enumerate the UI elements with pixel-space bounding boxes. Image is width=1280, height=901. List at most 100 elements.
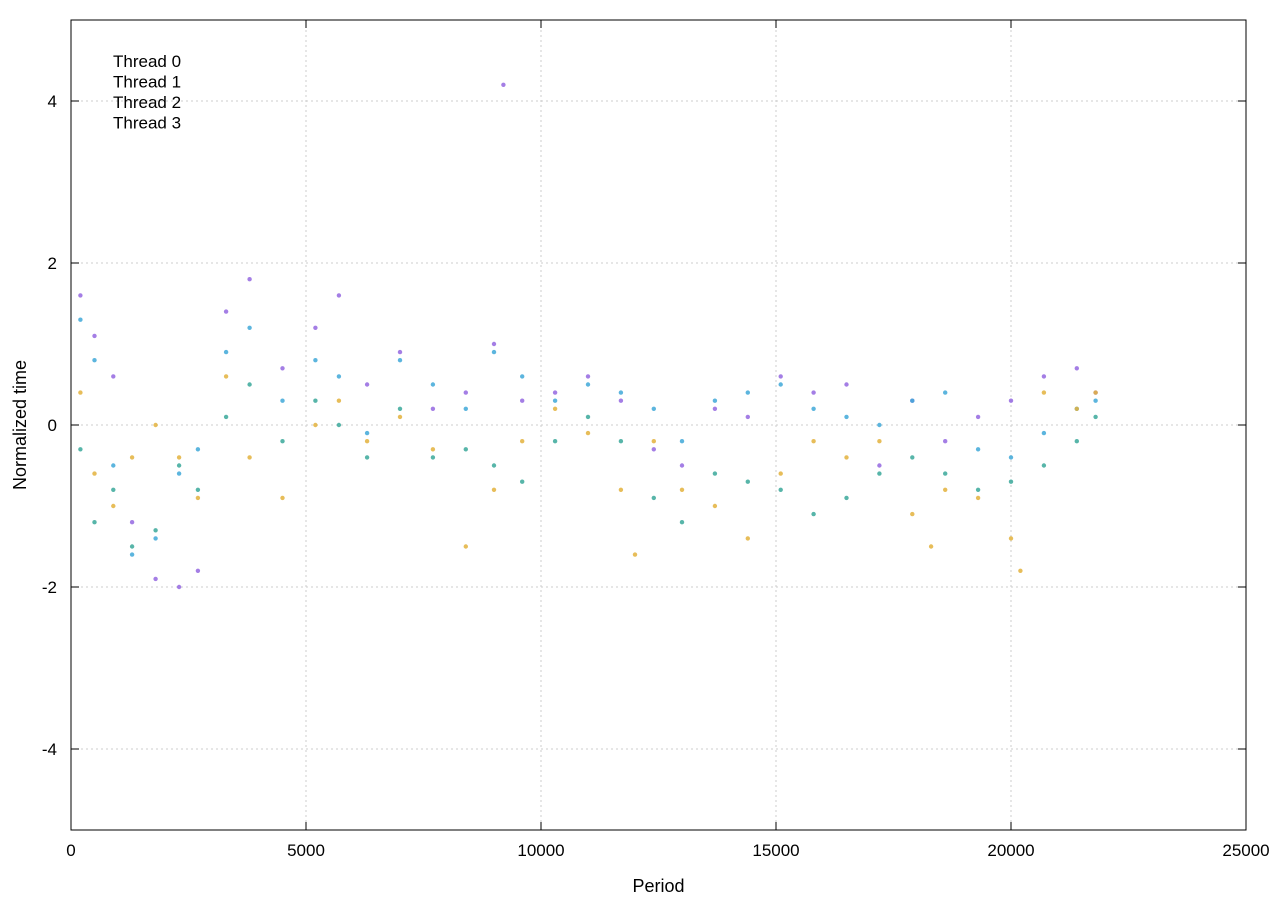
data-point xyxy=(975,447,981,452)
x-tick-label: 5000 xyxy=(287,841,325,860)
data-point xyxy=(336,374,342,379)
data-point xyxy=(1074,366,1080,371)
data-point xyxy=(223,374,229,379)
data-point xyxy=(111,374,116,379)
data-point xyxy=(313,358,318,363)
data-point xyxy=(712,406,718,411)
data-point xyxy=(975,495,981,501)
data-point xyxy=(223,414,229,420)
data-point xyxy=(364,439,370,444)
y-tick-label: 0 xyxy=(48,416,57,435)
data-point xyxy=(313,325,318,330)
data-point xyxy=(745,390,750,395)
data-point xyxy=(943,390,948,395)
data-point xyxy=(1008,455,1014,460)
data-point xyxy=(78,447,83,452)
data-point xyxy=(1008,398,1014,403)
data-point xyxy=(397,358,403,363)
data-point xyxy=(778,374,783,379)
data-point xyxy=(651,439,656,444)
series-2 xyxy=(78,374,1098,573)
data-point xyxy=(491,349,497,355)
data-point xyxy=(430,455,436,460)
data-point xyxy=(129,544,135,549)
data-point xyxy=(463,390,468,395)
data-point xyxy=(280,439,285,444)
data-point xyxy=(552,398,558,403)
data-point xyxy=(463,544,468,549)
data-point xyxy=(280,398,285,403)
data-point xyxy=(811,406,816,411)
data-point xyxy=(745,536,750,541)
x-axis-title: Period xyxy=(632,876,684,896)
data-point xyxy=(1018,568,1023,573)
y-tick-label: -2 xyxy=(42,578,57,597)
data-point xyxy=(195,495,201,501)
data-point xyxy=(910,455,915,460)
data-point xyxy=(651,406,656,411)
data-point xyxy=(778,382,783,387)
data-point xyxy=(153,536,158,541)
data-point xyxy=(176,463,182,468)
data-point xyxy=(247,455,252,460)
data-point xyxy=(176,584,182,590)
data-point xyxy=(1074,406,1080,411)
data-point xyxy=(313,398,318,403)
data-point xyxy=(92,358,97,363)
data-point xyxy=(651,447,656,452)
data-point xyxy=(745,479,750,484)
series-0 xyxy=(78,82,1098,590)
data-point xyxy=(491,463,497,468)
grid-lines xyxy=(71,20,1246,830)
data-point xyxy=(585,414,591,420)
data-point xyxy=(552,439,558,444)
x-tick-label: 20000 xyxy=(987,841,1034,860)
data-point xyxy=(877,471,882,476)
data-point xyxy=(745,414,750,420)
data-point xyxy=(679,520,685,525)
data-point xyxy=(651,495,656,501)
data-point xyxy=(632,552,638,557)
legend-entry: Thread 3 xyxy=(113,114,181,133)
data-point xyxy=(223,349,229,355)
legend-entry: Thread 1 xyxy=(113,73,181,92)
data-point xyxy=(195,568,201,573)
data-point xyxy=(910,511,915,517)
data-points xyxy=(78,82,1098,590)
data-point xyxy=(280,495,285,501)
data-point xyxy=(336,398,342,403)
data-point xyxy=(585,382,591,387)
data-point xyxy=(463,447,468,452)
data-point xyxy=(430,447,436,452)
data-point xyxy=(491,341,497,347)
data-point xyxy=(463,406,468,411)
legend-entry: Thread 2 xyxy=(113,93,181,112)
data-point xyxy=(1093,398,1098,403)
data-point xyxy=(1041,374,1047,379)
y-axis-title: Normalized time xyxy=(10,360,30,490)
y-tick-label: 4 xyxy=(48,92,57,111)
data-point xyxy=(943,471,948,476)
data-point xyxy=(129,552,135,557)
x-tick-label: 25000 xyxy=(1222,841,1269,860)
data-point xyxy=(618,439,624,444)
data-point xyxy=(247,277,252,282)
data-point xyxy=(712,398,718,403)
data-point xyxy=(397,406,403,411)
data-point xyxy=(223,309,229,314)
data-point xyxy=(844,414,849,420)
data-point xyxy=(844,455,849,460)
data-point xyxy=(111,503,116,509)
data-point xyxy=(1041,390,1047,395)
data-point xyxy=(1093,414,1098,420)
x-tick-label: 10000 xyxy=(517,841,564,860)
data-point xyxy=(1093,390,1098,395)
data-point xyxy=(153,576,158,582)
data-point xyxy=(712,503,718,509)
data-point xyxy=(679,487,685,492)
x-tick-label: 0 xyxy=(66,841,75,860)
data-point xyxy=(943,487,948,492)
data-point xyxy=(943,439,948,444)
